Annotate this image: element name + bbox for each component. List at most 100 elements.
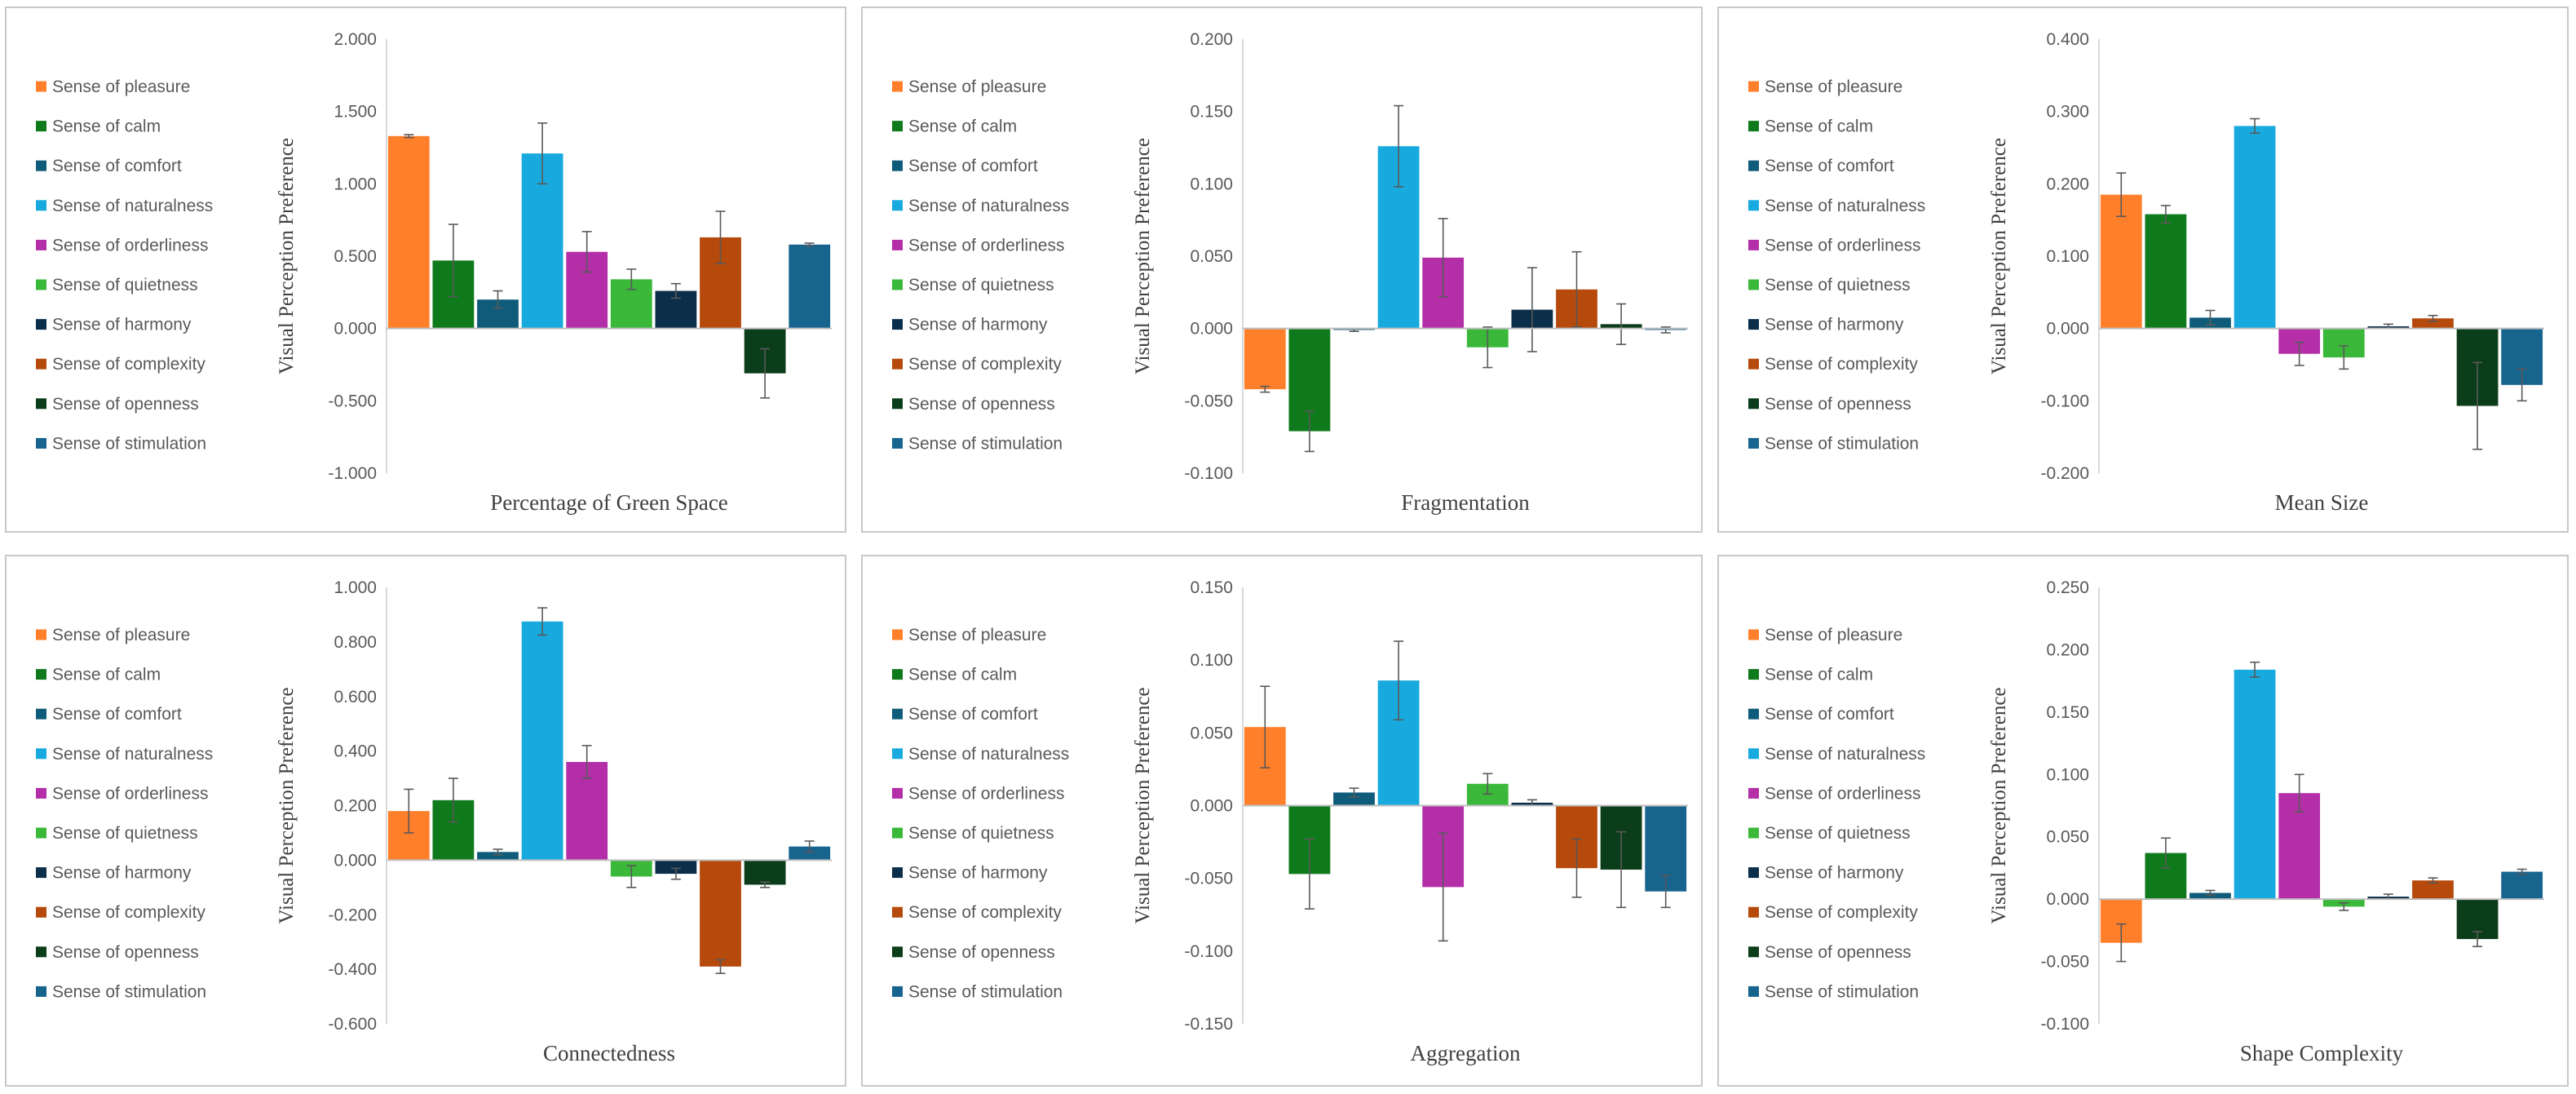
y-tick-label: 2.000 (334, 30, 377, 49)
chart-svg: Sense of pleasure Sense of calm Sense of c… (1748, 578, 2544, 1065)
legend-label: Sense of stimulation (908, 434, 1063, 453)
y-tick-label: 0.100 (2046, 765, 2089, 784)
x-axis-title: Percentage of Green Space (490, 490, 728, 515)
legend-swatch (36, 748, 46, 760)
legend-swatch (892, 827, 903, 839)
legend-label: Sense of calm (908, 666, 1017, 684)
bar (744, 860, 786, 885)
legend-swatch (1748, 669, 1759, 680)
chart-panel: Sense of pleasure Sense of calm Sense of c… (1717, 555, 2569, 1087)
legend-swatch (1748, 867, 1759, 879)
legend-swatch (36, 358, 46, 370)
legend-label: Sense of openness (52, 943, 199, 962)
legend-label: Sense of calm (52, 117, 161, 136)
bar (1333, 792, 1375, 806)
chart-svg: Sense of pleasure Sense of calm Sense of c… (892, 578, 1688, 1065)
bar (789, 244, 831, 329)
bar (2412, 318, 2454, 329)
legend-swatch (892, 629, 903, 640)
legend-swatch (892, 669, 903, 680)
legend-label: Sense of comfort (1765, 157, 1894, 175)
y-tick-label: 0.200 (1190, 30, 1233, 49)
legend-swatch (892, 121, 903, 132)
bar (700, 860, 741, 967)
y-tick-label: 0.800 (334, 633, 377, 652)
legend-swatch (36, 708, 46, 720)
y-axis-title: Visual Perception Preference (1988, 138, 2010, 374)
y-axis-title: Visual Perception Preference (1132, 138, 1154, 374)
legend-label: Sense of naturalness (52, 745, 213, 764)
legend-label: Sense of naturalness (908, 745, 1069, 764)
legend-label: Sense of calm (908, 117, 1017, 136)
legend-swatch (1748, 358, 1759, 370)
legend-label: Sense of orderliness (52, 236, 208, 255)
bar (2234, 126, 2276, 329)
legend-label: Sense of stimulation (52, 982, 206, 1001)
y-tick-label: 1.000 (334, 578, 377, 597)
legend-label: Sense of openness (1765, 943, 1911, 962)
legend-swatch (1748, 279, 1759, 290)
legend-swatch (1748, 81, 1759, 92)
legend-label: Sense of comfort (1765, 705, 1894, 724)
legend-swatch (892, 200, 903, 211)
y-tick-label: 0.000 (1190, 320, 1233, 339)
legend-swatch (1748, 160, 1759, 171)
legend-swatch (1748, 827, 1759, 839)
y-tick-label: 0.600 (334, 688, 377, 706)
y-tick-label: 0.400 (2046, 30, 2089, 49)
legend-swatch (36, 319, 46, 330)
bar (2501, 871, 2543, 900)
legend-swatch (1748, 437, 1759, 449)
legend-label: Sense of comfort (908, 157, 1038, 175)
bar (521, 621, 563, 861)
legend-label: Sense of comfort (52, 157, 182, 175)
legend-swatch (892, 398, 903, 410)
legend-swatch (36, 121, 46, 132)
y-tick-label: 1.500 (334, 103, 377, 122)
legend-label: Sense of calm (1765, 666, 1873, 684)
y-tick-label: 1.000 (334, 175, 377, 193)
legend-swatch (892, 358, 903, 370)
chart-panel: Sense of pleasure Sense of calm Sense of c… (1717, 7, 2569, 533)
y-tick-label: 0.050 (1190, 724, 1233, 742)
x-axis-title: Mean Size (2275, 490, 2369, 515)
bar (477, 852, 519, 861)
x-axis-title: Connectedness (543, 1041, 675, 1065)
legend-swatch (892, 748, 903, 760)
y-axis-title: Visual Perception Preference (276, 687, 298, 923)
y-tick-label: 0.000 (2046, 890, 2089, 909)
y-tick-label: -0.400 (328, 960, 377, 979)
legend-label: Sense of quietness (1765, 824, 1911, 843)
legend-swatch (1748, 239, 1759, 250)
legend-swatch (892, 437, 903, 449)
chart-svg: Sense of pleasure Sense of calm Sense of c… (36, 578, 832, 1065)
chart-panel: Sense of pleasure Sense of calm Sense of c… (861, 555, 1703, 1087)
legend-label: Sense of quietness (908, 276, 1054, 295)
legend-swatch (36, 946, 46, 958)
y-tick-label: 0.150 (1190, 103, 1233, 122)
y-axis-title: Visual Perception Preference (1132, 687, 1154, 923)
legend-label: Sense of harmony (908, 864, 1048, 883)
legend-label: Sense of comfort (908, 705, 1038, 724)
legend-swatch (892, 906, 903, 918)
legend-label: Sense of openness (52, 395, 199, 414)
legend-swatch (892, 319, 903, 330)
legend-swatch (1748, 200, 1759, 211)
bar (387, 135, 430, 329)
chart-svg: Sense of pleasure Sense of calm Sense of c… (892, 30, 1688, 515)
legend-swatch (1748, 319, 1759, 330)
legend-label: Sense of stimulation (1765, 982, 1919, 1001)
y-tick-label: 0.050 (1190, 247, 1233, 266)
bar (789, 846, 831, 861)
legend-label: Sense of pleasure (52, 78, 190, 96)
legend-label: Sense of naturalness (1765, 745, 1925, 764)
legend-swatch (36, 867, 46, 879)
y-tick-label: -0.200 (328, 906, 377, 924)
y-tick-label: -0.100 (2040, 392, 2089, 410)
chart-panel: Sense of pleasure Sense of calm Sense of c… (861, 7, 1703, 533)
legend-swatch (36, 827, 46, 839)
legend-label: Sense of harmony (1765, 864, 1904, 883)
legend-swatch (36, 906, 46, 918)
legend-swatch (36, 437, 46, 449)
